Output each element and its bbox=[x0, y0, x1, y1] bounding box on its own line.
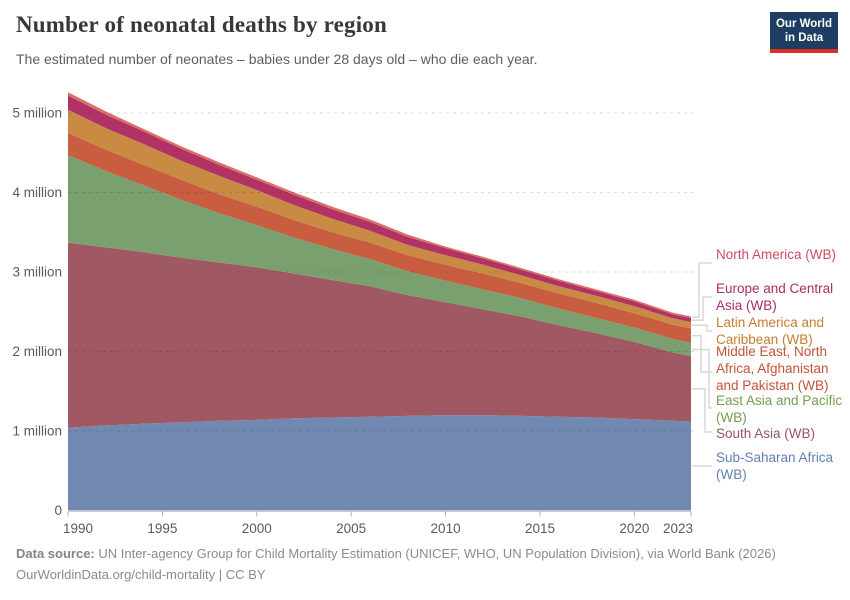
legend-item-north-america[interactable]: North America (WB) bbox=[716, 247, 837, 262]
x-tick-label: 2023 bbox=[663, 521, 693, 536]
legend-connector-sa bbox=[692, 388, 712, 433]
legend-connector-eca bbox=[692, 296, 712, 321]
legend-item-sub-saharan-africa[interactable]: Sub-Saharan Africa (WB) bbox=[716, 450, 834, 482]
owid-logo[interactable]: Our World in Data bbox=[770, 12, 838, 53]
legend-item-latin-america-caribbean[interactable]: Latin America and Caribbean (WB) bbox=[716, 315, 825, 347]
page-title: Number of neonatal deaths by region bbox=[16, 12, 387, 37]
footer-note: Data source: UN Inter-agency Group for C… bbox=[16, 543, 826, 585]
legend-connector-na bbox=[692, 262, 712, 319]
area-lac[interactable] bbox=[68, 109, 691, 329]
legend-connector-lines bbox=[692, 262, 712, 467]
y-tick-label: 0 bbox=[54, 503, 62, 518]
legend-item-europe-central-asia[interactable]: Europe and Central Asia (WB) bbox=[716, 281, 834, 313]
y-tick-label: 4 million bbox=[12, 185, 62, 200]
y-tick-label: 5 million bbox=[12, 106, 62, 121]
area-ssa[interactable] bbox=[68, 415, 691, 511]
x-tick-label: 2020 bbox=[619, 521, 649, 536]
y-tick-label: 3 million bbox=[12, 265, 62, 280]
page-subtitle: The estimated number of neonates – babie… bbox=[16, 51, 538, 67]
y-tick-label: 1 million bbox=[12, 424, 62, 439]
x-tick-label: 2010 bbox=[431, 521, 461, 536]
area-eap[interactable] bbox=[68, 155, 691, 357]
owid-logo-text: Our World in Data bbox=[770, 12, 838, 49]
owid-logo-red-bar bbox=[770, 49, 838, 53]
area-sa[interactable] bbox=[68, 242, 691, 428]
x-tick-label: 2005 bbox=[336, 521, 366, 536]
legend-connector-me bbox=[692, 334, 712, 373]
x-tick-label: 1990 bbox=[63, 521, 93, 536]
x-tick-label: 2015 bbox=[525, 521, 555, 536]
x-tick-label: 1995 bbox=[147, 521, 177, 536]
chart-areas[interactable] bbox=[68, 92, 691, 511]
legend-item-middle-east[interactable]: Middle East, North Africa, Afghanistan a… bbox=[716, 344, 829, 393]
license-line: OurWorldinData.org/child-mortality | CC … bbox=[16, 567, 266, 582]
chart-axes: 0 1 million 2 million 3 million 4 million 5 m… bbox=[12, 106, 693, 537]
legend-connector-eap bbox=[692, 348, 712, 409]
legend-item-east-asia-pacific[interactable]: East Asia and Pacific (WB) bbox=[716, 393, 843, 425]
legend-item-south-asia[interactable]: South Asia (WB) bbox=[716, 426, 816, 441]
y-tick-label: 2 million bbox=[12, 344, 62, 359]
data-source-line: Data source: UN Inter-agency Group for C… bbox=[16, 546, 776, 561]
x-tick-label: 2000 bbox=[242, 521, 272, 536]
legend-connector-lac bbox=[692, 324, 712, 332]
area-me[interactable] bbox=[68, 132, 691, 343]
